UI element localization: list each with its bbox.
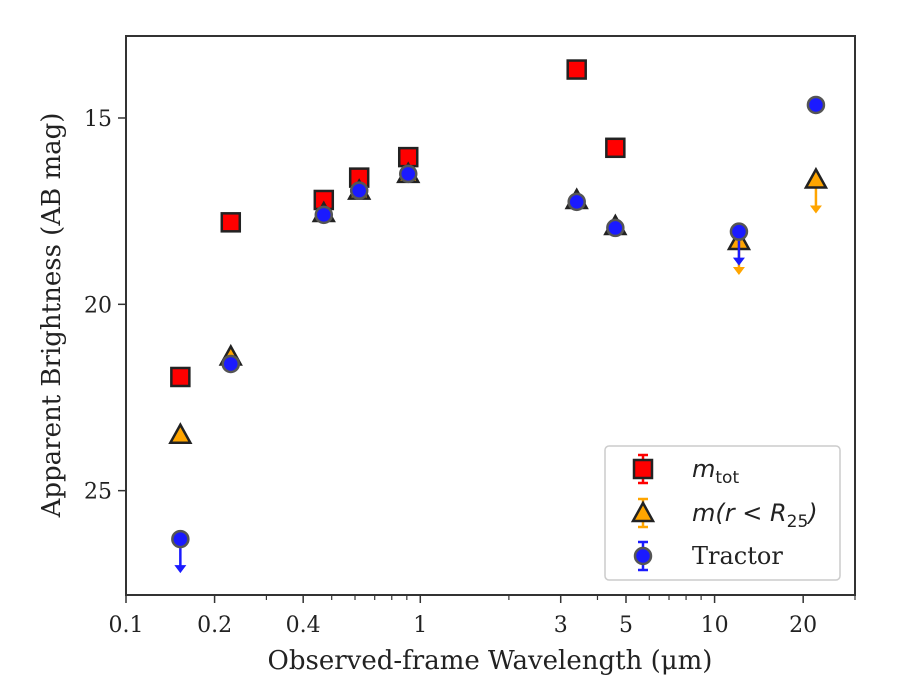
- circle-marker-limit-arrow: [174, 565, 187, 574]
- triangle-marker: [803, 166, 829, 189]
- circle-marker: [606, 218, 625, 238]
- x-tick-label: 10: [701, 613, 729, 638]
- triangle-marker-limit-arrow: [809, 205, 822, 214]
- legend-triangle-marker: [630, 500, 656, 523]
- y-tick-label: 15: [84, 107, 112, 132]
- circle-marker: [567, 192, 586, 212]
- circle-marker: [221, 354, 241, 374]
- y-tick-label: 25: [84, 480, 112, 505]
- circle-marker: [398, 164, 418, 184]
- x-axis-ticks: 0.1 0.2 0.4 1 3 5 10 20: [109, 595, 856, 638]
- square-marker: [170, 366, 191, 388]
- x-tick-label: 0.2: [197, 613, 232, 638]
- circle-marker: [806, 95, 826, 115]
- x-tick-label: 20: [789, 613, 817, 638]
- y-tick-label: 20: [84, 293, 112, 318]
- y-axis-label: Apparent Brightness (AB mag): [37, 113, 67, 519]
- x-tick-label: 5: [619, 613, 633, 638]
- legend-label: mtot: [692, 455, 739, 488]
- legend: mtot m(r < R25) Tractor: [604, 445, 841, 581]
- legend-label: m(r < R25): [692, 499, 818, 532]
- circle-marker: [349, 181, 369, 200]
- circle-marker: [729, 222, 749, 241]
- x-tick-label: 1: [413, 613, 427, 638]
- square-marker: [566, 59, 587, 80]
- x-tick-label: 3: [554, 613, 568, 638]
- y-axis-ticks: 15 20 25: [84, 107, 126, 505]
- x-axis-label: Observed-frame Wavelength (μm): [268, 646, 713, 676]
- legend-square-marker: [632, 458, 654, 480]
- square-marker: [605, 137, 626, 159]
- square-marker: [220, 212, 242, 233]
- circle-marker-limit-arrow: [732, 257, 745, 266]
- legend-circle-marker: [633, 546, 653, 566]
- x-tick-label: 0.1: [109, 613, 144, 638]
- circle-marker: [314, 205, 334, 225]
- x-tick-label: 0.4: [286, 613, 321, 638]
- triangle-marker: [168, 422, 193, 445]
- data-markers: [168, 59, 829, 574]
- triangle-marker-limit-arrow: [732, 266, 745, 275]
- circle-marker: [171, 529, 190, 549]
- legend-box: [604, 445, 841, 581]
- legend-label: Tractor: [692, 542, 783, 570]
